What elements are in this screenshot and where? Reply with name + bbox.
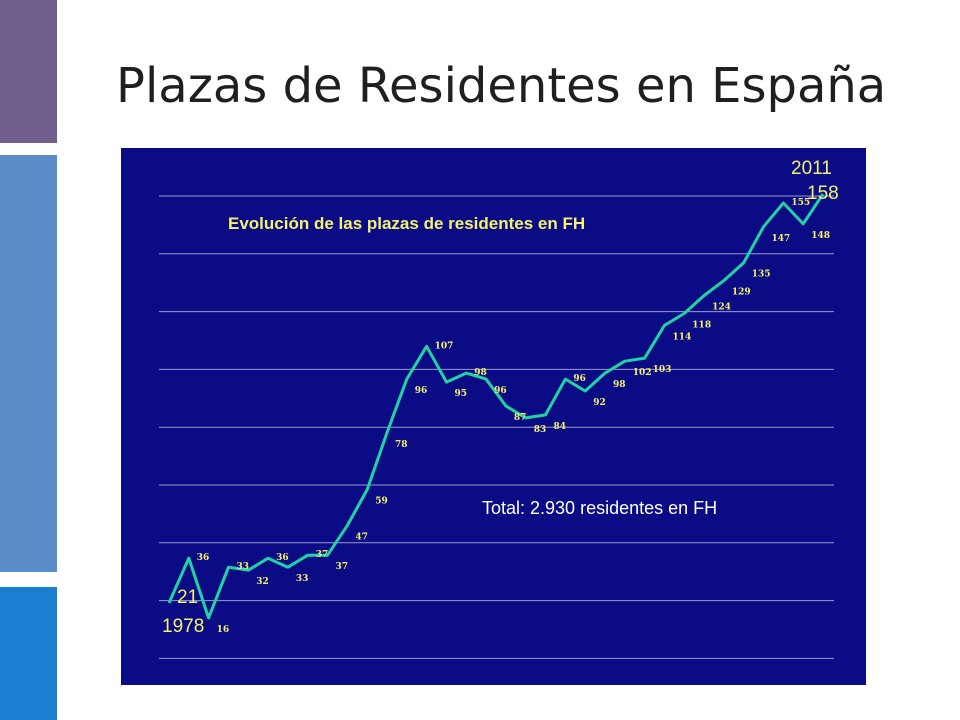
accent-bar-top [0, 0, 57, 143]
data-label: 36 [276, 553, 289, 563]
data-label: 114 [673, 332, 692, 342]
data-label: 36 [197, 553, 210, 563]
data-label: 78 [395, 440, 408, 450]
data-label: 37 [336, 562, 349, 572]
line-chart: 36 16 33 32 36 33 37 37 47 59 78 96 107 95 98 96 87 83 84 9… [121, 148, 866, 685]
series-line [167, 193, 825, 620]
data-label: 103 [653, 365, 672, 375]
data-label: 16 [217, 625, 230, 635]
data-label: 96 [415, 386, 428, 396]
start-value-label: 21 [177, 587, 199, 608]
data-label: 33 [237, 562, 250, 572]
data-label: 102 [633, 368, 652, 378]
data-label: 95 [455, 389, 468, 399]
data-label: 59 [375, 497, 388, 507]
data-label: 33 [296, 574, 309, 584]
gridlines [159, 195, 834, 659]
end-year-label: 2011 [791, 158, 832, 179]
end-value-label: 158 [807, 183, 839, 204]
data-label: 129 [732, 288, 751, 298]
slide-title: Plazas de Residentes en España [116, 58, 887, 114]
series-line-group [167, 193, 825, 620]
data-label: 98 [474, 368, 487, 378]
data-label: 98 [613, 380, 626, 390]
chart-title: Evolución de las plazas de residentes en… [228, 214, 586, 233]
accent-bar-middle [0, 155, 57, 572]
data-label: 118 [692, 320, 711, 330]
data-label: 147 [772, 234, 791, 244]
accent-bar-bottom [0, 587, 57, 720]
data-label: 47 [355, 532, 368, 542]
data-label: 107 [435, 341, 454, 351]
data-label: 148 [811, 231, 830, 241]
data-label: 37 [316, 550, 329, 560]
data-label: 135 [752, 270, 771, 280]
data-labels: 36 16 33 32 36 33 37 37 47 59 78 96 107 95 98 96 87 83 84 9… [197, 198, 830, 635]
data-label: 96 [494, 386, 507, 396]
data-label: 84 [554, 422, 567, 432]
data-label: 92 [593, 398, 606, 408]
data-label: 87 [514, 413, 527, 423]
data-label: 124 [712, 303, 731, 313]
total-annotation: Total: 2.930 residentes en FH [482, 498, 718, 518]
data-label: 83 [534, 425, 547, 435]
start-year-label: 1978 [162, 616, 205, 637]
data-label: 32 [256, 577, 269, 587]
data-label: 155 [791, 198, 810, 208]
chart-canvas: 36 16 33 32 36 33 37 37 47 59 78 96 107 95 98 96 87 83 84 9… [159, 193, 834, 659]
data-label: 96 [573, 374, 586, 384]
